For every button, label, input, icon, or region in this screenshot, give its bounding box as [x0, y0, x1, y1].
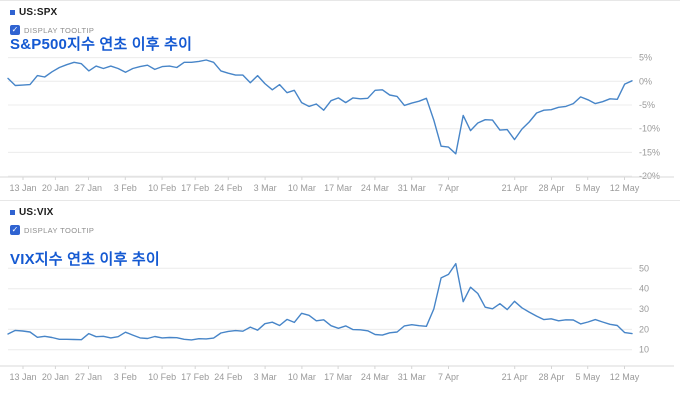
svg-text:-5%: -5% [639, 100, 655, 110]
svg-text:20 Jan: 20 Jan [42, 372, 69, 382]
spx-symbol-label: US:SPX [19, 7, 58, 18]
svg-text:21 Apr: 21 Apr [502, 183, 528, 193]
svg-text:5%: 5% [639, 53, 652, 63]
svg-text:20: 20 [639, 324, 649, 334]
vix-line-chart[interactable]: 50 40 30 20 10 13 Jan 20 Jan 27 Jan 3 Feb 10 Feb 1… [0, 201, 680, 401]
checkbox-checked-icon[interactable]: ✓ [10, 225, 20, 235]
svg-text:10 Feb: 10 Feb [148, 183, 176, 193]
svg-text:30: 30 [639, 304, 649, 314]
svg-text:40: 40 [639, 284, 649, 294]
svg-text:17 Feb: 17 Feb [181, 183, 209, 193]
vix-symbol-header: US:VIX [10, 207, 54, 218]
svg-text:10 Mar: 10 Mar [288, 372, 316, 382]
spx-chart-panel: US:SPX ✓ DISPLAY TOOLTIP S&P500지수 연초 이후 … [0, 0, 680, 200]
svg-text:10 Feb: 10 Feb [148, 372, 176, 382]
spx-line-chart[interactable]: 5% 0% -5% -10% -15% -20% 13 Jan 20 Jan 27 Jan 3 F… [0, 1, 680, 201]
svg-text:27 Jan: 27 Jan [75, 372, 102, 382]
svg-text:28 Apr: 28 Apr [538, 183, 564, 193]
bullet-square-icon [10, 210, 15, 215]
svg-text:12 May: 12 May [610, 183, 640, 193]
spx-display-tooltip-toggle[interactable]: ✓ DISPLAY TOOLTIP [10, 25, 94, 35]
svg-text:7 Apr: 7 Apr [438, 372, 459, 382]
svg-text:24 Feb: 24 Feb [214, 372, 242, 382]
svg-text:50: 50 [639, 263, 649, 273]
svg-text:17 Mar: 17 Mar [324, 372, 352, 382]
svg-text:13 Jan: 13 Jan [9, 183, 36, 193]
svg-text:24 Mar: 24 Mar [361, 372, 389, 382]
vix-chart-title: VIX지수 연초 이후 추이 [10, 251, 160, 268]
svg-text:20 Jan: 20 Jan [42, 183, 69, 193]
checkbox-checked-icon[interactable]: ✓ [10, 25, 20, 35]
bullet-square-icon [10, 10, 15, 15]
vix-display-tooltip-label: DISPLAY TOOLTIP [24, 225, 95, 235]
svg-text:3 Feb: 3 Feb [114, 183, 137, 193]
svg-text:3 Mar: 3 Mar [254, 372, 277, 382]
spx-display-tooltip-label: DISPLAY TOOLTIP [24, 25, 95, 35]
svg-text:3 Feb: 3 Feb [114, 372, 137, 382]
svg-text:31 Mar: 31 Mar [398, 183, 426, 193]
svg-text:7 Apr: 7 Apr [438, 183, 459, 193]
svg-text:10: 10 [639, 345, 649, 355]
svg-text:12 May: 12 May [610, 372, 640, 382]
svg-text:3 Mar: 3 Mar [254, 183, 277, 193]
svg-text:10 Mar: 10 Mar [288, 183, 316, 193]
svg-text:24 Mar: 24 Mar [361, 183, 389, 193]
spx-symbol-header: US:SPX [10, 7, 57, 18]
vix-symbol-label: US:VIX [19, 207, 54, 218]
svg-text:13 Jan: 13 Jan [9, 372, 36, 382]
spx-chart-title: S&P500지수 연초 이후 추이 [10, 36, 193, 53]
svg-text:0%: 0% [639, 76, 652, 86]
svg-text:31 Mar: 31 Mar [398, 372, 426, 382]
svg-text:-15%: -15% [639, 147, 660, 157]
svg-text:21 Apr: 21 Apr [502, 372, 528, 382]
svg-text:24 Feb: 24 Feb [214, 183, 242, 193]
svg-text:17 Mar: 17 Mar [324, 183, 352, 193]
svg-text:5 May: 5 May [575, 372, 600, 382]
svg-text:28 Apr: 28 Apr [538, 372, 564, 382]
svg-text:5 May: 5 May [575, 183, 600, 193]
svg-text:27 Jan: 27 Jan [75, 183, 102, 193]
svg-text:-10%: -10% [639, 124, 660, 134]
vix-display-tooltip-toggle[interactable]: ✓ DISPLAY TOOLTIP [10, 225, 94, 235]
svg-text:-20%: -20% [639, 171, 660, 181]
svg-text:17 Feb: 17 Feb [181, 372, 209, 382]
vix-chart-panel: US:VIX ✓ DISPLAY TOOLTIP VIX지수 연초 이후 추이 … [0, 200, 680, 400]
